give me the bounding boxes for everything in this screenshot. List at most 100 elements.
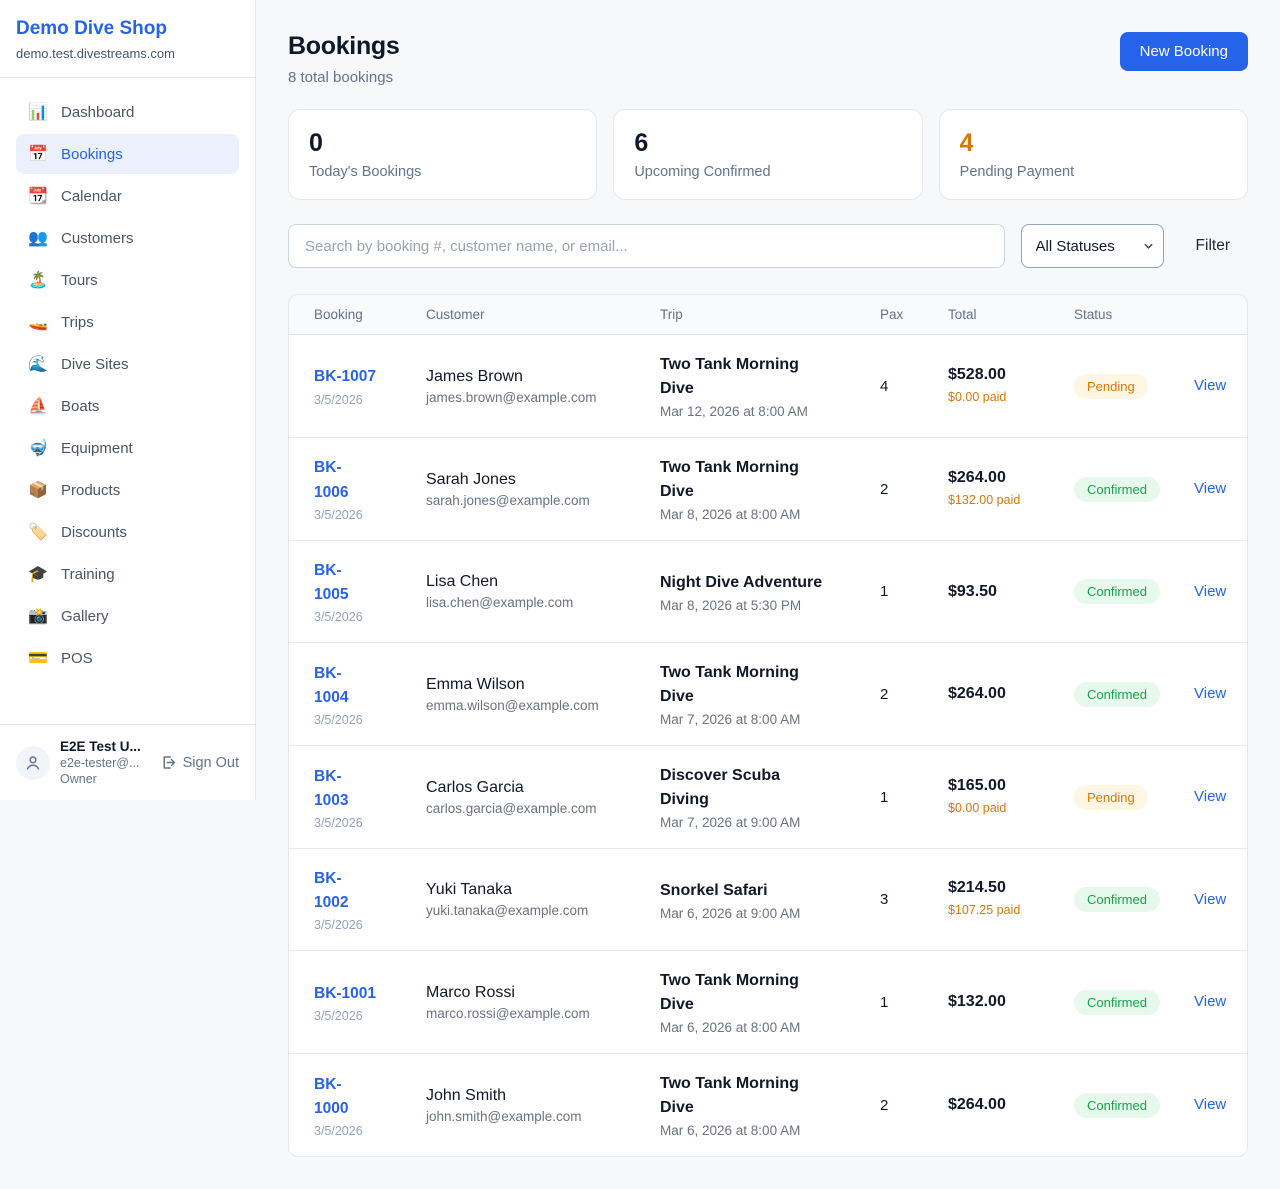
pax-cell: 4 (880, 377, 889, 395)
trip-date: Mar 7, 2026 at 9:00 AM (660, 815, 801, 831)
stat-label: Pending Payment (959, 164, 1075, 180)
sidebar-item-boats[interactable]: ⛵ Boats (28, 397, 100, 416)
view-link[interactable]: View (1194, 890, 1227, 908)
status-cell: Confirmed (1074, 579, 1194, 605)
trip-cell: Snorkel Safari Mar 6, 2026 at 9:00 AM (660, 879, 880, 921)
sign-out-icon (163, 756, 175, 769)
booking-date: 3/5/2026 (314, 815, 363, 830)
customer-email: emma.wilson@example.com (426, 697, 599, 713)
trip-date: Mar 6, 2026 at 9:00 AM (660, 905, 801, 921)
booking-cell: BK- 1000 3/5/2026 (314, 1073, 426, 1138)
customer-cell: Lisa Chen lisa.chen@example.com (426, 573, 660, 610)
sidebar-item-dashboard[interactable]: 📊 Dashboard (28, 103, 135, 122)
training-icon: 🎓 (28, 566, 48, 583)
trip-name: Two Tank Morning Dive (660, 356, 799, 397)
pos-icon: 💳 (28, 650, 48, 667)
view-link[interactable]: View (1194, 377, 1227, 394)
table-row: BK- 1003 3/5/2026 Carlos Garcia carlos.g… (289, 746, 1247, 850)
sidebar-item-customers[interactable]: 👥 Customers (28, 229, 134, 248)
view-link[interactable]: View (1194, 480, 1227, 497)
new-booking-button[interactable]: New Booking (1119, 32, 1248, 71)
actions-cell: View (1194, 891, 1226, 909)
sidebar-item-tours[interactable]: 🏝️ Tours (28, 271, 98, 290)
status-select[interactable]: All Statuses (1020, 224, 1164, 268)
stat-value: 0 (309, 129, 323, 157)
trip-cell: Two Tank Morning Dive Mar 8, 2026 at 8:0… (660, 456, 880, 522)
total-cell: $165.00 $0.00 paid (948, 777, 1074, 817)
booking-id-link[interactable]: BK- 1000 (314, 1075, 349, 1117)
booking-cell: BK- 1004 3/5/2026 (314, 662, 426, 727)
stat-card-todays-bookings: 0 Today's Bookings (288, 109, 598, 200)
customer-cell: James Brown james.brown@example.com (426, 368, 660, 405)
booking-id-link[interactable]: BK-1007 (314, 368, 377, 386)
view-link[interactable]: View (1194, 582, 1227, 600)
dashboard-icon: 📊 (28, 104, 48, 121)
booking-id-link[interactable]: BK- 1006 (314, 459, 349, 501)
filter-button[interactable]: Filter (1195, 237, 1230, 254)
sidebar-item-bookings[interactable]: 📅 Bookings (16, 134, 239, 174)
boats-icon: ⛵ (28, 398, 48, 415)
booking-date: 3/5/2026 (314, 712, 363, 727)
booking-cell: BK- 1005 3/5/2026 (314, 559, 426, 624)
sidebar-item-calendar[interactable]: 📆 Calendar (28, 187, 122, 206)
calendar-icon: 📆 (28, 188, 48, 205)
page-header: Bookings 8 total bookings New Booking (288, 32, 1248, 86)
booking-id-link[interactable]: BK- 1002 (314, 870, 349, 912)
status-badge: Pending (1074, 784, 1148, 810)
view-link[interactable]: View (1194, 1096, 1227, 1114)
paid-amount: $0.00 paid (948, 800, 1007, 815)
booking-id-link[interactable]: BK-1001 (314, 984, 377, 1002)
booking-cell: BK-1001 3/5/2026 (314, 982, 426, 1023)
trip-cell: Discover Scuba Diving Mar 7, 2026 at 9:0… (660, 764, 880, 830)
total-cell: $264.00 (948, 685, 1074, 703)
trip-name: Two Tank Morning Dive (660, 664, 799, 706)
page-title-block: Bookings 8 total bookings (288, 32, 400, 86)
customer-name: Sarah Jones (426, 470, 516, 488)
pax-cell: 1 (880, 993, 889, 1011)
booking-id-link[interactable]: BK- 1004 (314, 664, 349, 706)
table-row: BK- 1002 3/5/2026 Yuki Tanaka yuki.tanak… (289, 849, 1247, 952)
sidebar-item-equipment[interactable]: 🤿 Equipment (28, 439, 133, 458)
actions-cell: View (1194, 377, 1226, 395)
status-cell: Pending (1074, 373, 1194, 399)
status-badge: Confirmed (1074, 887, 1160, 913)
trip-name: Two Tank Morning Dive (660, 1075, 799, 1117)
customer-email: john.smith@example.com (426, 1108, 582, 1124)
sidebar-item-discounts[interactable]: 🏷️ Discounts (28, 523, 127, 542)
customer-name: James Brown (426, 367, 523, 385)
sidebar-item-pos[interactable]: 💳 POS (28, 649, 93, 668)
sidebar-item-training[interactable]: 🎓 Training (28, 565, 115, 584)
customer-name: Emma Wilson (426, 675, 525, 693)
view-link[interactable]: View (1194, 788, 1227, 806)
bookings-table: Booking Customer Trip Pax Total Status B… (288, 294, 1248, 1158)
sidebar-item-products[interactable]: 📦 Products (28, 481, 121, 500)
booking-id-link[interactable]: BK- 1003 (314, 767, 349, 809)
sidebar-item-trips[interactable]: 🚤 Trips (28, 313, 94, 332)
view-link[interactable]: View (1194, 993, 1227, 1011)
stat-value: 4 (959, 129, 974, 157)
table-row: BK-1001 3/5/2026 Marco Rossi marco.rossi… (289, 951, 1247, 1055)
view-link[interactable]: View (1194, 685, 1227, 703)
customer-email: marco.rossi@example.com (426, 1005, 590, 1021)
trip-cell: Two Tank Morning Dive Mar 6, 2026 at 8:0… (660, 1072, 880, 1138)
customer-email: carlos.garcia@example.com (426, 800, 597, 816)
pax-cell: 1 (880, 583, 889, 601)
customer-cell: Sarah Jones sarah.jones@example.com (426, 471, 660, 508)
sidebar-header: Demo Dive Shop demo.test.divestreams.com (0, 0, 255, 78)
status-cell: Confirmed (1074, 989, 1194, 1015)
trip-cell: Two Tank Morning Dive Mar 12, 2026 at 8:… (660, 353, 880, 419)
sidebar-item-dive-sites[interactable]: 🌊 Dive Sites (28, 355, 129, 374)
shop-name: Demo Dive Shop (16, 18, 167, 39)
page-title: Bookings (288, 32, 400, 60)
sign-out-button[interactable]: Sign Out (160, 754, 239, 771)
trip-cell: Night Dive Adventure Mar 8, 2026 at 5:30… (660, 571, 880, 613)
booking-date: 3/5/2026 (314, 610, 363, 625)
user-section: E2E Test U... e2e-tester@... Owner Sign … (0, 724, 255, 800)
stats-row: 0 Today's Bookings 6 Upcoming Confirmed … (288, 109, 1248, 200)
stat-card-upcoming-confirmed: 6 Upcoming Confirmed (613, 109, 923, 200)
search-input[interactable] (288, 224, 1005, 268)
column-header-total: Total (948, 307, 977, 322)
booking-id-link[interactable]: BK- 1005 (314, 562, 349, 604)
tours-icon: 🏝️ (28, 272, 48, 289)
sidebar-item-gallery[interactable]: 📸 Gallery (28, 607, 109, 626)
